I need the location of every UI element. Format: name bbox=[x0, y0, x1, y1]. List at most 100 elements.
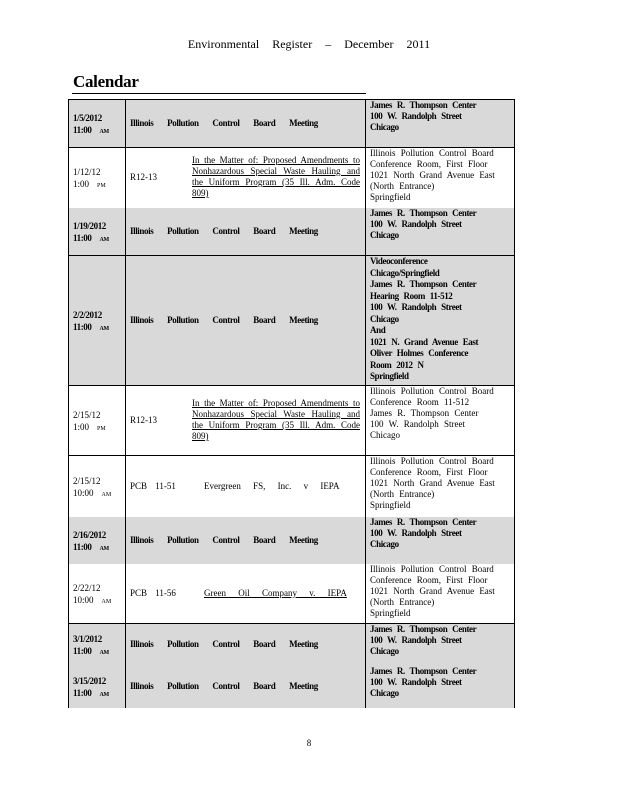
am-pm: AM bbox=[101, 491, 112, 498]
table-row: 2/2/2012 11:00 AM Illinois Pollution Contro… bbox=[69, 256, 514, 386]
location-line: Hearing Room 11-512 bbox=[370, 290, 453, 301]
time-value: 10:00 bbox=[73, 595, 94, 605]
table-row: 2/15/12 1:00 PM R12-13 In the Matter of: Pro… bbox=[69, 386, 514, 456]
location-line: James R. Thompson Center bbox=[370, 279, 477, 289]
case-title: In the Matter of: Proposed Amendments to… bbox=[192, 155, 360, 198]
date-time-cell: 2/2/2012 11:00 AM bbox=[73, 309, 109, 335]
date-time-cell: 3/1/2012 11:00 AM bbox=[73, 633, 109, 659]
location-cell: Illinois Pollution Control Board Conferen… bbox=[365, 148, 515, 208]
event-description: Illinois Pollution Control Board Meeting bbox=[130, 226, 318, 236]
location-line: Chicago bbox=[370, 313, 399, 324]
location-line: And bbox=[370, 325, 386, 335]
event-date: 2/15/12 bbox=[73, 410, 101, 420]
am-pm: PM bbox=[97, 183, 106, 189]
date-time-cell: 2/15/12 1:00 PM bbox=[73, 409, 106, 435]
location-line: Springfield bbox=[370, 608, 411, 618]
table-row: 3/1/2012 11:00 AM Illinois Pollution Contro… bbox=[69, 624, 514, 666]
time-value: 11:00 bbox=[73, 125, 92, 135]
location-cell: James R. Thompson Center 100 W. Randolph … bbox=[365, 624, 515, 666]
description-cell: Illinois Pollution Control Board Meeting bbox=[125, 666, 366, 708]
location-line: Chicago bbox=[370, 646, 399, 656]
location-line: Oliver Holmes Conference bbox=[370, 348, 469, 358]
event-date: 1/12/12 bbox=[73, 167, 101, 177]
location-cell: Illinois Pollution Control Board Conferen… bbox=[365, 386, 515, 455]
location-line: Illinois Pollution Control Board bbox=[370, 456, 494, 466]
location-line: (North Entrance) bbox=[370, 597, 435, 607]
am-pm: AM bbox=[99, 650, 110, 656]
location-cell: Illinois Pollution Control Board Conferen… bbox=[365, 564, 515, 623]
event-date: 1/5/2012 bbox=[73, 113, 102, 123]
description-cell: R12-13 In the Matter of: Proposed Amendme… bbox=[125, 386, 366, 455]
event-date: 3/15/2012 bbox=[73, 676, 106, 686]
location-line: Illinois Pollution Control Board bbox=[370, 564, 494, 574]
location-cell: Videoconference Chicago/Springfield James … bbox=[365, 256, 515, 385]
event-time: 10:00 AM bbox=[73, 487, 111, 501]
location-cell: James R. Thompson Center 100 W. Randolph … bbox=[365, 208, 515, 255]
location-line: Chicago bbox=[370, 539, 399, 549]
table-row: 1/5/2012 11:00 AM Illinois Pollution Contro… bbox=[69, 100, 514, 148]
date-time-cell: 1/19/2012 11:00 AM bbox=[73, 220, 109, 246]
date-time-cell: 2/22/12 10:00 AM bbox=[73, 582, 111, 608]
description-cell: Illinois Pollution Control Board Meeting bbox=[125, 100, 366, 147]
table-row: 1/19/2012 11:00 AM Illinois Pollution Contr… bbox=[69, 208, 514, 256]
location-line: James R. Thompson Center bbox=[370, 208, 477, 218]
calendar-table: 1/5/2012 11:00 AM Illinois Pollution Contro… bbox=[68, 99, 515, 708]
location-line: 100 W. Randolph Street bbox=[370, 302, 462, 312]
location-line: 1021 N. Grand Avenue East bbox=[370, 336, 479, 347]
location-line: 100 W. Randolph Street bbox=[370, 677, 462, 687]
location-cell: James R. Thompson Center 100 W. Randolph … bbox=[365, 100, 515, 147]
location-line: Room 2012 N bbox=[370, 359, 424, 370]
location-line: Videoconference bbox=[370, 256, 428, 266]
table-row: 2/22/12 10:00 AM PCB 11-56 Green Oil Company… bbox=[69, 564, 514, 624]
event-description: Illinois Pollution Control Board Meeting bbox=[130, 315, 318, 325]
location-line: Conference Room 11-512 bbox=[370, 397, 470, 407]
location-cell: Illinois Pollution Control Board Conferen… bbox=[365, 456, 515, 517]
location-line: Chicago bbox=[370, 230, 399, 240]
location-line: Chicago bbox=[370, 430, 400, 440]
case-number: R12-13 bbox=[130, 172, 157, 182]
date-time-cell: 3/15/2012 11:00 AM bbox=[73, 675, 109, 701]
date-time-cell: 2/16/2012 11:00 AM bbox=[73, 529, 109, 555]
location-line: James R. Thompson Center bbox=[370, 100, 477, 110]
event-time: 11:00 AM bbox=[73, 541, 109, 555]
location-line: (North Entrance) bbox=[370, 181, 435, 191]
am-pm: AM bbox=[101, 599, 112, 605]
case-number: PCB 11-51 bbox=[130, 480, 176, 491]
location-line: 1021 North Grand Avenue East bbox=[370, 170, 495, 180]
description-cell: Illinois Pollution Control Board Meeting bbox=[125, 208, 366, 255]
time-value: 11:00 bbox=[73, 322, 92, 332]
location-line: Conference Room, First Floor bbox=[370, 575, 488, 585]
am-pm: AM bbox=[99, 545, 110, 552]
event-description: Illinois Pollution Control Board Meeting bbox=[130, 639, 318, 649]
location-line: Conference Room, First Floor bbox=[370, 159, 488, 169]
description-cell: Illinois Pollution Control Board Meeting bbox=[125, 256, 366, 385]
am-pm: AM bbox=[99, 692, 110, 698]
case-number: R12-13 bbox=[130, 415, 157, 425]
event-time: 1:00 PM bbox=[73, 421, 106, 435]
location-cell: James R. Thompson Center 100 W. Randolph … bbox=[365, 517, 515, 564]
location-line: Conference Room, First Floor bbox=[370, 467, 488, 477]
event-date: 2/15/12 bbox=[73, 475, 101, 486]
date-time-cell: 1/12/12 1:00 PM bbox=[73, 166, 106, 192]
location-line: Illinois Pollution Control Board bbox=[370, 386, 494, 396]
event-time: 1:00 PM bbox=[73, 178, 106, 192]
location-line: 1021 North Grand Avenue East bbox=[370, 586, 495, 596]
case-title: Evergreen FS, Inc. v IEPA bbox=[204, 480, 340, 491]
am-pm: AM bbox=[99, 129, 110, 135]
case-title: Green Oil Company v. IEPA bbox=[204, 588, 347, 598]
description-cell: R12-13 In the Matter of: Proposed Amendme… bbox=[125, 148, 366, 208]
table-row: 1/12/12 1:00 PM R12-13 In the Matter of: Pro… bbox=[69, 148, 514, 208]
location-line: 100 W. Randolph Street bbox=[370, 219, 462, 229]
event-time: 10:00 AM bbox=[73, 594, 111, 608]
page-number: 8 bbox=[306, 738, 312, 748]
event-time: 11:00 AM bbox=[73, 124, 109, 138]
location-line: James R. Thompson Center bbox=[370, 624, 477, 634]
am-pm: PM bbox=[97, 426, 106, 432]
location-line: Illinois Pollution Control Board bbox=[370, 148, 494, 158]
location-line: 100 W. Randolph Street bbox=[370, 528, 462, 538]
location-line: James R. Thompson Center bbox=[370, 517, 477, 527]
time-value: 11:00 bbox=[73, 541, 92, 552]
description-cell: PCB 11-51 Evergreen FS, Inc. v IEPA bbox=[125, 456, 366, 517]
case-title: In the Matter of: Proposed Amendments to… bbox=[192, 398, 360, 441]
